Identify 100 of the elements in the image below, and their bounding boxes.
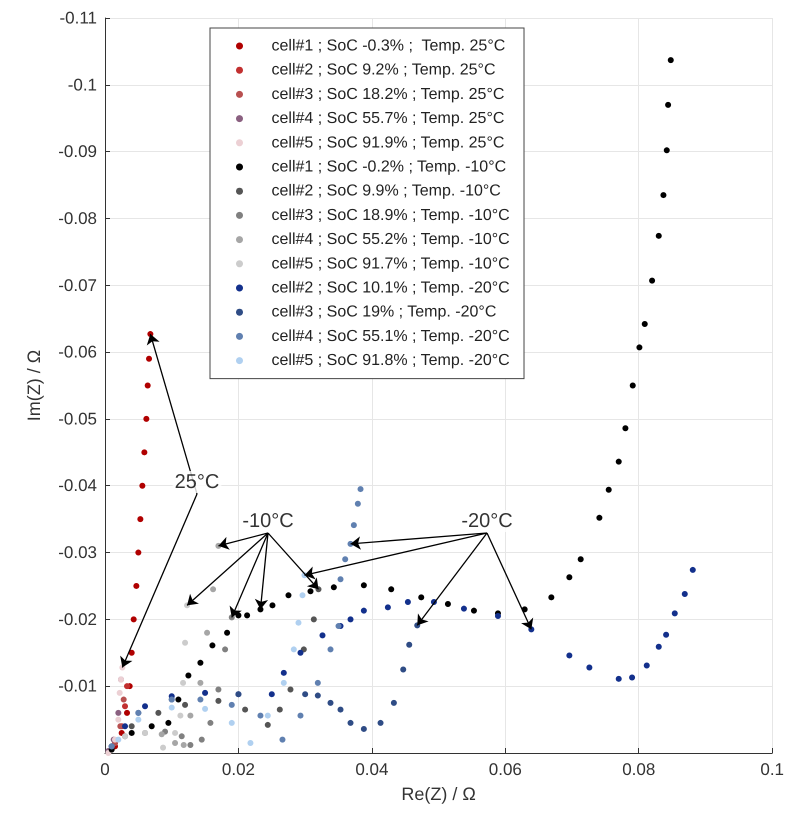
point <box>207 720 214 726</box>
point <box>144 382 151 388</box>
legend-label: cell#4 ; SoC 55.2% ; Temp. -10°C <box>272 231 510 248</box>
point <box>269 602 276 608</box>
point <box>202 690 208 696</box>
point <box>622 425 628 432</box>
point <box>308 588 314 594</box>
point <box>682 590 688 597</box>
point <box>228 720 235 726</box>
legend-label: cell#3 ; SoC 18.9% ; Temp. -10°C <box>272 206 510 224</box>
point <box>470 608 477 614</box>
point <box>115 710 122 716</box>
point <box>656 644 662 650</box>
x-tick-label: 0.08 <box>622 760 656 779</box>
point <box>133 582 140 589</box>
annotation: -10°C <box>242 510 294 532</box>
point <box>155 710 162 716</box>
point <box>264 712 271 719</box>
point <box>330 584 337 590</box>
legend-label: cell#2 ; SoC 10.1% ; Temp. -20°C <box>272 280 510 296</box>
point <box>187 742 194 748</box>
point <box>664 147 670 154</box>
point <box>172 740 178 746</box>
legend-label: cell#5 ; SoC 91.9% ; Temp. 25°C <box>272 134 504 152</box>
point <box>280 670 287 676</box>
point <box>185 672 192 678</box>
point <box>285 592 292 598</box>
point <box>120 696 127 703</box>
point <box>158 731 165 738</box>
point <box>178 733 185 740</box>
annotation: -20°C <box>461 510 513 532</box>
legend-label: cell#4 ; SoC 55.1% ; Temp. -20°C <box>272 328 510 345</box>
point <box>215 698 222 704</box>
point <box>197 696 204 703</box>
legend-label: cell#5 ; SoC 91.8% ; Temp. -20°C <box>272 352 510 370</box>
point <box>168 704 175 711</box>
point <box>122 723 128 730</box>
point <box>187 712 194 719</box>
point <box>264 722 271 728</box>
point <box>279 736 286 743</box>
point <box>548 594 554 600</box>
point <box>342 556 348 562</box>
point <box>636 344 642 350</box>
x-tick-label: 0.04 <box>355 760 388 779</box>
point <box>494 613 501 620</box>
point <box>244 612 250 618</box>
y-tick-label: -0.04 <box>58 476 97 496</box>
point <box>338 576 344 582</box>
point <box>660 192 666 198</box>
point <box>182 702 188 708</box>
point <box>302 691 308 698</box>
point <box>135 716 142 723</box>
point <box>297 650 304 656</box>
point <box>215 686 222 693</box>
y-tick-label: -0.01 <box>58 676 97 696</box>
point <box>328 646 334 652</box>
point <box>141 449 148 456</box>
point <box>338 706 344 713</box>
point <box>209 642 216 648</box>
point <box>566 652 572 658</box>
point <box>182 640 188 646</box>
point <box>644 662 650 668</box>
point <box>142 703 148 710</box>
point <box>128 730 135 736</box>
point <box>320 632 326 638</box>
legend-label: cell#1 ; SoC -0.3% ; Temp. 25°C <box>272 38 506 54</box>
point <box>354 500 361 507</box>
legend-label: cell#3 ; SoC 18.2% ; Temp. 25°C <box>272 86 504 103</box>
point <box>197 680 204 686</box>
point <box>268 691 275 698</box>
point <box>160 744 166 751</box>
annotation: 25°C <box>174 471 220 493</box>
point <box>656 232 662 239</box>
point <box>418 594 424 600</box>
point <box>137 516 144 522</box>
point <box>358 486 364 492</box>
point <box>297 712 304 719</box>
point <box>629 674 636 680</box>
point <box>606 486 612 493</box>
point <box>202 706 208 712</box>
point <box>596 514 602 521</box>
legend-label: cell#2 ; SoC 9.2% ; Temp. 25°C <box>272 62 496 79</box>
point <box>690 566 696 573</box>
point <box>180 680 186 686</box>
point <box>276 706 283 713</box>
point <box>247 740 254 746</box>
legend-label: cell#3 ; SoC 19% ; Temp. -20°C <box>272 304 496 321</box>
point <box>360 726 367 732</box>
point <box>665 102 672 108</box>
y-tick-label: -0.06 <box>58 342 97 362</box>
point <box>378 720 384 726</box>
point <box>295 620 302 626</box>
point <box>348 720 354 726</box>
point <box>586 664 592 670</box>
point <box>649 278 656 284</box>
point <box>360 582 367 588</box>
point <box>348 616 354 622</box>
x-axis-title: Re(Z) / Ω <box>401 784 476 804</box>
y-tick-label: -0.09 <box>58 142 97 162</box>
point <box>148 723 155 730</box>
